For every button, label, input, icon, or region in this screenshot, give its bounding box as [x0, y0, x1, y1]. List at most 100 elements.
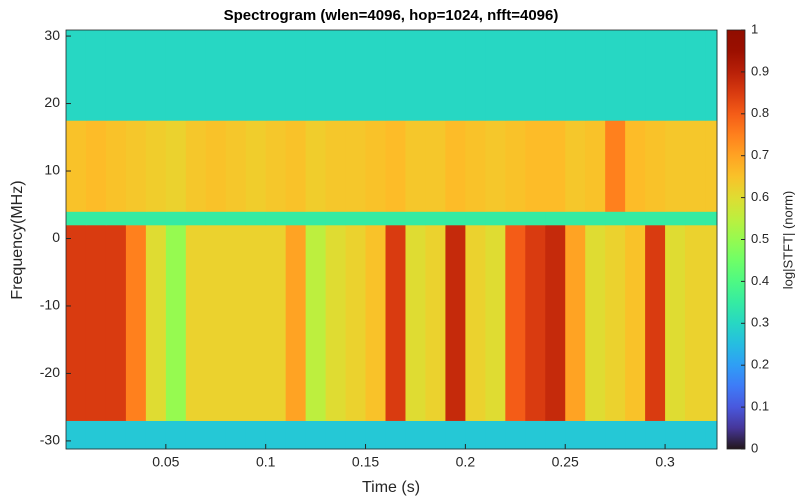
y-tick-label: -10	[40, 297, 60, 313]
heatmap-cell	[405, 224, 426, 421]
x-tick-label: 0.05	[152, 454, 179, 470]
heatmap-cell	[625, 30, 646, 121]
heatmap-cell	[185, 420, 207, 450]
heatmap-cell	[445, 30, 466, 121]
heatmap-cell	[605, 120, 626, 212]
heatmap-cell	[685, 120, 706, 212]
heatmap-cell	[145, 224, 167, 421]
heatmap-cell	[145, 420, 167, 450]
heatmap-cell	[85, 120, 107, 212]
colorbar-tick-label: 0.4	[751, 273, 769, 288]
heatmap-cell	[465, 211, 486, 226]
heatmap-cell	[625, 420, 646, 450]
heatmap-cell	[685, 211, 706, 226]
heatmap-cell	[345, 30, 367, 121]
heatmap-cell	[505, 420, 526, 450]
heatmap-cell	[66, 120, 87, 212]
heatmap-cell	[645, 224, 666, 421]
heatmap-cell	[585, 120, 606, 212]
heatmap-cell	[625, 211, 646, 226]
heatmap-cell	[225, 420, 247, 450]
colorbar-tick-label: 0.6	[751, 189, 769, 204]
colorbar-tick-label: 0.7	[751, 147, 769, 162]
heatmap-cell	[125, 30, 147, 121]
heatmap-cell	[385, 420, 406, 450]
heatmap-cell	[185, 211, 207, 226]
heatmap-cell	[385, 30, 406, 121]
heatmap-cell	[285, 30, 307, 121]
heatmap-cell	[505, 211, 526, 226]
heatmap-cell	[445, 211, 466, 226]
x-tick-label: 0.1	[256, 454, 276, 470]
heatmap-cell	[185, 30, 207, 121]
heatmap-cell	[305, 120, 327, 212]
heatmap-cell	[665, 211, 686, 226]
x-tick-label: 0.3	[655, 454, 675, 470]
heatmap-cell	[165, 420, 187, 450]
heatmap-cell	[545, 211, 566, 226]
heatmap-cell	[205, 224, 227, 421]
heatmap-cell	[605, 30, 626, 121]
heatmap-cell	[385, 224, 406, 421]
x-tick-label: 0.2	[456, 454, 476, 470]
heatmap-cell	[665, 120, 686, 212]
heatmap-cell	[125, 224, 147, 421]
heatmap-cell	[265, 30, 287, 121]
heatmap-cell	[465, 30, 486, 121]
heatmap-cell	[605, 224, 626, 421]
heatmap-cell	[145, 30, 167, 121]
heatmap-cell	[645, 211, 666, 226]
heatmap-cell	[325, 420, 347, 450]
heatmap-cell	[265, 420, 287, 450]
heatmap-cell	[245, 120, 267, 212]
heatmap-cell	[125, 420, 147, 450]
heatmap-cell	[445, 420, 466, 450]
heatmap-cell	[645, 30, 666, 121]
heatmap-cell	[66, 30, 87, 121]
heatmap-cell	[165, 211, 187, 226]
heatmap-cell	[685, 30, 706, 121]
heatmap-cell	[485, 211, 506, 226]
heatmap-cell	[205, 211, 227, 226]
heatmap-cell	[165, 120, 187, 212]
heatmap-cell	[425, 30, 446, 121]
heatmap-cell	[605, 420, 626, 450]
heatmap-cell	[66, 224, 87, 421]
x-tick-label: 0.15	[352, 454, 379, 470]
heatmap-cell	[705, 120, 718, 212]
y-axis-label: Frequency(MHz)	[9, 180, 26, 299]
heatmap-cell	[365, 420, 387, 450]
heatmap-cell	[85, 211, 107, 226]
heatmap-cell	[705, 211, 718, 226]
heatmap-cell	[525, 224, 546, 421]
heatmap-cell	[465, 420, 486, 450]
heatmap-cell	[325, 211, 347, 226]
heatmap-cell	[705, 420, 718, 450]
heatmap-cell	[445, 120, 466, 212]
heatmap-cell	[185, 120, 207, 212]
heatmap-cell	[105, 120, 127, 212]
heatmap-cell	[565, 120, 586, 212]
heatmap-cell	[265, 120, 287, 212]
heatmap-cell	[385, 120, 406, 212]
heatmap-cell	[85, 30, 107, 121]
heatmap-cell	[265, 224, 287, 421]
heatmap-cell	[325, 120, 347, 212]
heatmap-cell	[105, 420, 127, 450]
heatmap-cell	[485, 224, 506, 421]
colorbar-tick-label: 0.9	[751, 63, 769, 78]
heatmap-cell	[425, 420, 446, 450]
heatmap-cell	[525, 120, 546, 212]
heatmap-cell	[545, 30, 566, 121]
heatmap-cell	[645, 420, 666, 450]
heatmap-cell	[525, 30, 546, 121]
heatmap-cell	[365, 211, 387, 226]
heatmap-cell	[545, 120, 566, 212]
heatmap-cell	[365, 30, 387, 121]
y-tick-label: 20	[44, 94, 60, 110]
y-tick-label: -20	[40, 364, 60, 380]
colorbar-tick-label: 0.3	[751, 315, 769, 330]
heatmap-cell	[285, 120, 307, 212]
y-tick-label: 10	[44, 162, 60, 178]
heatmap-cell	[305, 30, 327, 121]
